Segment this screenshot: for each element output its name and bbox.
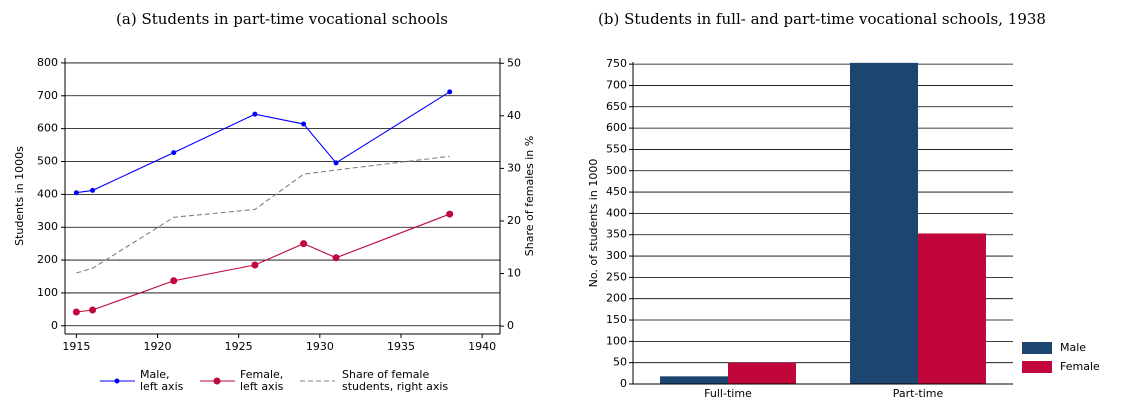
series-line bbox=[76, 155, 450, 274]
x-tick-label: 1925 bbox=[225, 340, 253, 353]
y-tick-label: 100 bbox=[606, 334, 627, 347]
x-tick-label: 1915 bbox=[62, 340, 90, 353]
y-tick-label: 700 bbox=[37, 89, 58, 102]
point bbox=[301, 121, 307, 127]
legend-marker bbox=[213, 377, 221, 385]
y-tick-label: 200 bbox=[37, 253, 58, 266]
legend-label: Male, left axis bbox=[140, 368, 184, 393]
point bbox=[300, 240, 308, 248]
bar bbox=[728, 362, 796, 384]
bar bbox=[850, 62, 918, 385]
legend-label: Female, left axis bbox=[240, 368, 284, 393]
y-tick-label: 600 bbox=[606, 121, 627, 134]
y-tick-label: 550 bbox=[606, 142, 627, 155]
bar bbox=[918, 233, 986, 384]
x-tick-label: 1935 bbox=[387, 340, 415, 353]
x-tick-label: 1930 bbox=[306, 340, 334, 353]
y-tick-label: 450 bbox=[606, 185, 627, 198]
x-tick-label: Part-time bbox=[893, 387, 944, 400]
y-axis-label: No. of students in 1000 bbox=[587, 159, 600, 288]
legend-marker bbox=[114, 378, 120, 384]
point bbox=[72, 308, 80, 316]
point bbox=[171, 150, 177, 156]
y-tick-label: 300 bbox=[606, 249, 627, 262]
legend-label: Male bbox=[1060, 341, 1086, 354]
y-tick-label: 350 bbox=[606, 228, 627, 241]
point bbox=[90, 187, 96, 193]
point bbox=[333, 160, 339, 166]
point bbox=[446, 210, 454, 218]
point bbox=[170, 277, 178, 285]
x-tick-label: 1920 bbox=[144, 340, 172, 353]
y2-tick-label: 0 bbox=[507, 319, 514, 332]
y-tick-label: 750 bbox=[606, 57, 627, 70]
chart-title: (b) Students in full- and part-time voca… bbox=[598, 10, 1046, 28]
y2-tick-label: 40 bbox=[507, 109, 521, 122]
point bbox=[89, 306, 97, 314]
chart-title: (a) Students in part-time vocational sch… bbox=[116, 10, 448, 28]
point bbox=[252, 111, 258, 117]
y-tick-label: 200 bbox=[606, 292, 627, 305]
point bbox=[73, 190, 79, 196]
bar bbox=[660, 376, 728, 384]
point bbox=[447, 89, 453, 95]
y-tick-label: 650 bbox=[606, 100, 627, 113]
y2-tick-label: 20 bbox=[507, 214, 521, 227]
legend-swatch bbox=[1022, 361, 1052, 373]
legend-swatch bbox=[1022, 342, 1052, 354]
legend-label: Female bbox=[1060, 360, 1100, 373]
y2-tick-label: 30 bbox=[507, 161, 521, 174]
y-tick-label: 800 bbox=[37, 56, 58, 69]
y-tick-label: 150 bbox=[606, 313, 627, 326]
y2-tick-label: 50 bbox=[507, 56, 521, 69]
y2-tick-label: 10 bbox=[507, 267, 521, 280]
y-tick-label: 400 bbox=[606, 206, 627, 219]
y-tick-label: 0 bbox=[620, 377, 627, 390]
y-tick-label: 400 bbox=[37, 187, 58, 200]
series-line bbox=[76, 91, 450, 194]
y-tick-label: 50 bbox=[613, 356, 627, 369]
y-tick-label: 250 bbox=[606, 270, 627, 283]
y-tick-label: 600 bbox=[37, 122, 58, 135]
point bbox=[251, 261, 259, 269]
legend-label: Share of female students, right axis bbox=[342, 368, 448, 393]
y-tick-label: 100 bbox=[37, 286, 58, 299]
x-tick-label: 1940 bbox=[468, 340, 496, 353]
y-tick-label: 700 bbox=[606, 78, 627, 91]
point bbox=[332, 254, 340, 262]
y-tick-label: 0 bbox=[51, 319, 58, 332]
series-line bbox=[76, 213, 450, 313]
y-axis-label: Students in 1000s bbox=[13, 146, 26, 246]
y-tick-label: 500 bbox=[37, 155, 58, 168]
x-tick-label: Full-time bbox=[704, 387, 752, 400]
y2-axis-label: Share of females in % bbox=[523, 136, 536, 256]
y-tick-label: 300 bbox=[37, 220, 58, 233]
y-tick-label: 500 bbox=[606, 164, 627, 177]
